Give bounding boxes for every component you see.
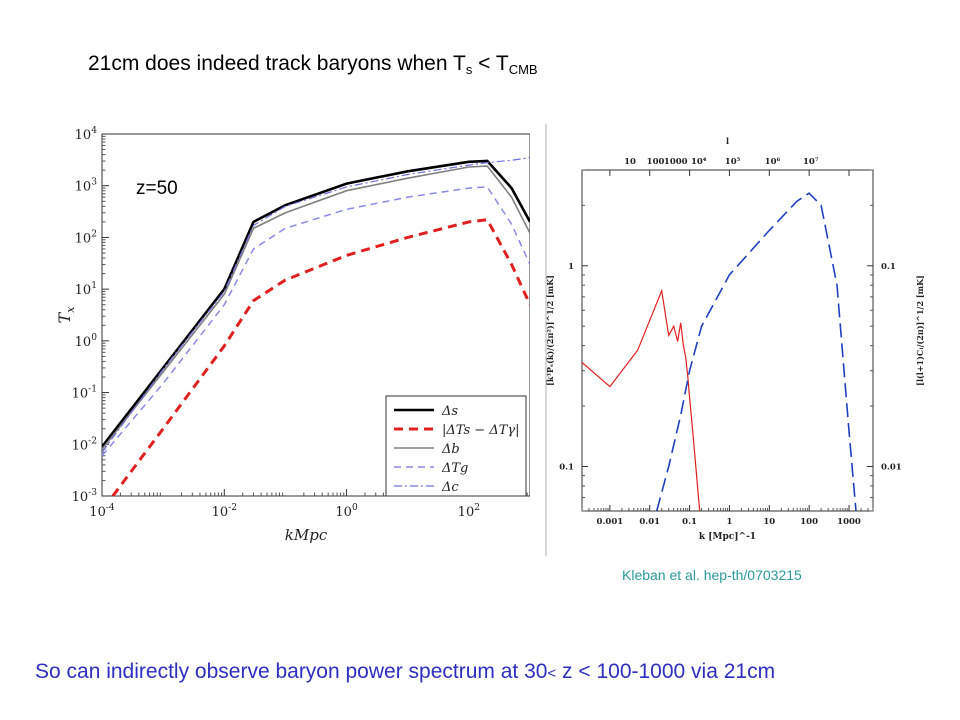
plot-frame xyxy=(581,169,874,512)
y-tick-label: 104 xyxy=(75,126,98,143)
series-line-3 xyxy=(102,186,530,457)
x-tick-label: 0.1 xyxy=(682,517,697,527)
x-tick-label: 0.001 xyxy=(597,517,624,527)
y-tick-label: 100 xyxy=(75,333,98,350)
y-axis-label-right: [l(l+1)Cₗ/(2π)]^1/2 [mK] xyxy=(915,275,925,386)
top-tick-label: 1000 xyxy=(664,157,688,167)
legend-label: Δc xyxy=(441,480,459,495)
y-tick-label: 102 xyxy=(75,229,97,246)
title-sub-s: s xyxy=(465,62,473,77)
top-tick-label: 10⁷ xyxy=(803,157,819,167)
x-tick-label: 10-4 xyxy=(89,503,115,520)
y-tick-label: 10-3 xyxy=(72,488,98,505)
top-tick-label: 10⁶ xyxy=(765,157,781,167)
y-axis-label: Tx xyxy=(55,306,77,324)
x-tick-label: 10 xyxy=(763,517,775,527)
caption-part-a: So can indirectly observe baryon power s… xyxy=(35,660,548,683)
x-axis-label: k [Mpc]^-1 xyxy=(699,532,756,542)
y-tick-label-left: 0.1 xyxy=(559,462,574,472)
x-tick-label: 1 xyxy=(726,517,732,527)
slide-title: 21cm does indeed track baryons when Ts <… xyxy=(88,52,538,77)
top-axis-label: l xyxy=(726,136,729,146)
tx-vs-k-chart: z=50 10-3 10-2 10-1 100 101 102 103 104 10-4 10-2… xyxy=(55,126,530,544)
caption-lt: < xyxy=(547,665,557,682)
top-tick-label: 100 xyxy=(647,157,665,167)
y-tick-label-right: 0.1 xyxy=(881,262,896,272)
plot-frame xyxy=(101,133,530,497)
top-tick-label: 10⁵ xyxy=(725,157,741,167)
x-tick-label: 10-2 xyxy=(212,503,237,520)
x-tick-label: 0.01 xyxy=(639,517,660,527)
legend-label: Δs xyxy=(441,404,458,419)
y-axis-label-left: [k³Pₛ(k)/(2π²)]^1/2 [mK] xyxy=(545,275,555,386)
title-main: 21cm does indeed track baryons when T xyxy=(88,52,466,75)
title-sub-cmb: CMB xyxy=(508,62,538,77)
caption-part-b: z < 100-1000 via 21cm xyxy=(556,660,776,683)
legend-label: Δb xyxy=(441,442,460,457)
slide-caption: So can indirectly observe baryon power s… xyxy=(35,660,775,684)
y-tick-label: 103 xyxy=(75,178,98,195)
x-tick-label: 100 xyxy=(335,503,358,520)
x-axis-label: kMpc xyxy=(285,526,328,544)
top-tick-label: 10⁴ xyxy=(691,157,707,167)
x-tick-label: 1000 xyxy=(837,517,861,527)
title-mid: < T xyxy=(472,52,509,75)
y-tick-label-left: 1 xyxy=(568,262,574,272)
series-line-1 xyxy=(111,218,530,496)
series-line-4 xyxy=(102,157,530,453)
series-line-0 xyxy=(582,288,701,511)
top-tick-label: 10 xyxy=(624,157,636,167)
legend-box xyxy=(385,395,527,497)
series-line-2 xyxy=(102,165,530,450)
series-line-1 xyxy=(655,192,857,511)
redshift-annotation: z=50 xyxy=(136,178,178,199)
x-tick-label: 100 xyxy=(800,517,818,527)
y-tick-label: 10-1 xyxy=(72,385,97,402)
x-tick-label: 102 xyxy=(458,503,480,520)
y-tick-label-right: 0.01 xyxy=(881,462,902,472)
legend-label: ΔTg xyxy=(441,461,468,476)
citation: Kleban et al. hep-th/0703215 xyxy=(622,567,802,583)
y-tick-label: 101 xyxy=(75,281,97,298)
y-tick-label: 10-2 xyxy=(72,436,97,453)
legend-label: |ΔTs − ΔTγ| xyxy=(442,423,520,438)
series-line-0 xyxy=(102,159,530,448)
